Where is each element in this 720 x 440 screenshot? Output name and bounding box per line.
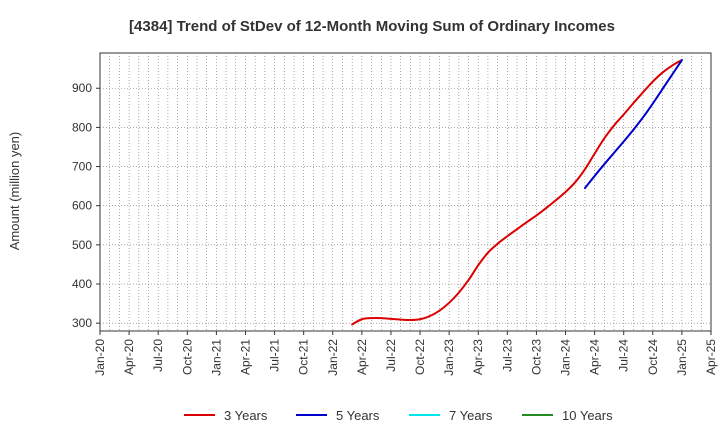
x-tick-label: Jul-23 [500, 339, 514, 372]
y-tick-label: 500 [72, 238, 92, 252]
legend-label-1: 3 Years [224, 408, 268, 423]
x-axis: Jan-20 Apr-20 Jul-20 Oct-20 Jan-21 Apr-21 Jul-… [93, 331, 718, 376]
chart-title: [4384] Trend of StDev of 12-Month Moving… [129, 18, 615, 35]
y-axis: 300 400 500 600 700 800 900 [72, 81, 100, 330]
x-tick-label: Jan-25 [675, 339, 689, 376]
x-tick-label: Oct-21 [297, 339, 311, 375]
x-tick-label: Jan-21 [209, 339, 223, 376]
x-tick-label: Apr-24 [588, 339, 602, 375]
x-tick-label: Jan-20 [93, 339, 107, 376]
plot-border [99, 52, 712, 332]
y-tick-label: 600 [72, 199, 92, 213]
y-tick-label: 400 [72, 277, 92, 291]
x-tick-label: Jul-24 [617, 339, 631, 372]
x-tick-label: Jul-22 [384, 339, 398, 372]
x-tick-label: Apr-20 [122, 339, 136, 375]
x-tick-label: Oct-23 [529, 339, 543, 375]
y-tick-label: 300 [72, 316, 92, 330]
series-line-2 [583, 59, 683, 190]
y-tick-label: 900 [72, 81, 92, 95]
y-axis-label: Amount (million yen) [7, 132, 22, 251]
x-tick-label: Apr-21 [238, 339, 252, 375]
x-tick-label: Oct-24 [646, 339, 660, 375]
x-tick-label: Oct-20 [180, 339, 194, 375]
x-tick-label: Oct-22 [413, 339, 427, 375]
x-tick-label: Jul-20 [151, 339, 165, 372]
legend-label-4: 10 Years [562, 408, 613, 423]
y-tick-label: 700 [72, 160, 92, 174]
y-tick-label: 800 [72, 120, 92, 134]
series-line-1 [351, 59, 683, 326]
x-tick-label: Jan-22 [326, 339, 340, 376]
x-tick-label: Apr-23 [471, 339, 485, 375]
x-tick-label: Jan-24 [559, 339, 573, 376]
x-tick-label: Jan-23 [442, 339, 456, 376]
gridlines [100, 53, 711, 331]
x-tick-label: Apr-22 [355, 339, 369, 375]
legend: 3 Years 5 Years 7 Years 10 Years [184, 408, 613, 423]
legend-label-3: 7 Years [449, 408, 493, 423]
legend-label-2: 5 Years [336, 408, 380, 423]
x-tick-label: Jul-21 [268, 339, 282, 372]
plot-area [99, 52, 712, 332]
series-lines [351, 59, 683, 326]
x-tick-label: Apr-25 [704, 339, 718, 375]
